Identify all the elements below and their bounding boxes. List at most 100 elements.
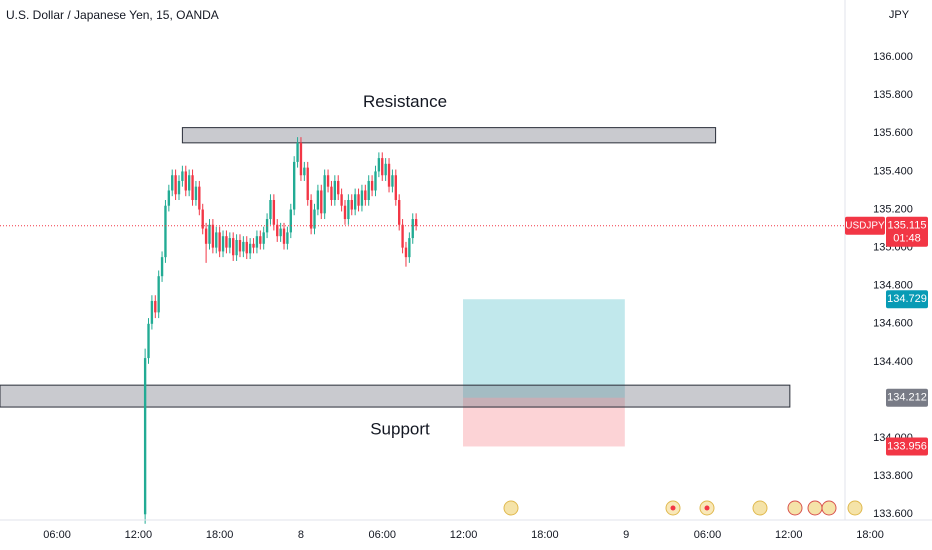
candle-body — [398, 200, 401, 225]
candle-body — [147, 323, 150, 359]
candle-body — [269, 200, 272, 220]
candle-body — [272, 200, 276, 225]
candle-body — [323, 175, 326, 214]
candle-body — [306, 167, 309, 200]
resistance-label: Resistance — [363, 92, 447, 111]
candle-body — [259, 236, 262, 244]
candle-body — [296, 142, 299, 162]
candle-body — [160, 257, 164, 277]
candle-body — [309, 200, 313, 229]
event-icon[interactable] — [821, 500, 837, 516]
candle-body — [286, 232, 289, 244]
candle-body — [374, 171, 377, 191]
y-tick-label: 135.200 — [873, 203, 913, 215]
x-tick-label: 06:00 — [43, 529, 71, 541]
candle-body — [232, 238, 235, 256]
candle-body — [191, 175, 194, 200]
candle-body — [364, 190, 367, 200]
candle-body — [187, 175, 191, 191]
candle-body — [282, 228, 286, 244]
resistance-zone — [181, 127, 717, 144]
candle-body — [262, 232, 265, 244]
candle-body — [408, 238, 411, 258]
candle-body — [143, 358, 147, 515]
zones — [0, 127, 791, 447]
candle-body — [204, 228, 208, 244]
candle-body — [391, 175, 394, 187]
y-tick-label: 136.000 — [873, 51, 913, 63]
event-dot — [704, 505, 710, 511]
candle-body — [333, 180, 337, 200]
candle-body — [377, 158, 381, 172]
y-tick-label: 133.600 — [873, 508, 913, 520]
candle-body — [215, 232, 218, 248]
event-icon[interactable] — [787, 500, 803, 516]
entry-badge — [886, 388, 928, 407]
candle-body — [384, 163, 387, 176]
candle-body — [194, 186, 198, 200]
candle-body — [370, 180, 374, 191]
x-tick-label: 8 — [298, 529, 304, 541]
candle-body — [299, 142, 303, 176]
candle-body — [350, 200, 353, 210]
candle-body — [181, 171, 184, 181]
candle-body — [235, 240, 238, 256]
x-tick-label: 18:00 — [206, 529, 234, 541]
countdown-label: 01:48 — [893, 233, 921, 245]
candle-body — [404, 247, 408, 258]
x-tick-label: 12:00 — [775, 529, 803, 541]
y-tick-label: 134.800 — [873, 280, 913, 292]
candle-body — [208, 224, 211, 244]
candle-body — [245, 241, 248, 254]
candle-body — [221, 236, 225, 252]
candle-body — [381, 158, 384, 176]
candle-body — [242, 241, 245, 252]
candle-body — [184, 171, 187, 191]
y-tick-label: 134.600 — [873, 318, 913, 330]
candle-body — [353, 194, 357, 210]
candle-body — [340, 194, 343, 206]
candles — [0, 137, 845, 524]
event-dot — [670, 505, 676, 511]
candle-body — [411, 219, 414, 239]
event-icon[interactable] — [807, 500, 823, 516]
x-tick-label: 12:00 — [450, 529, 478, 541]
symbol-badge — [845, 216, 885, 235]
candle-body — [320, 190, 323, 214]
stop-label: 133.956 — [887, 440, 927, 452]
event-icons — [503, 500, 863, 516]
x-tick-label: 9 — [623, 529, 629, 541]
price-badge — [886, 216, 928, 247]
x-tick-label: 12:00 — [125, 529, 153, 541]
candle-body — [289, 209, 292, 233]
candle-body — [255, 236, 259, 248]
candle-body — [367, 180, 370, 200]
candle-body — [154, 300, 157, 313]
support-label: Support — [370, 420, 430, 439]
candle-body — [387, 163, 391, 187]
candle-body — [330, 186, 333, 200]
event-icon[interactable] — [752, 500, 768, 516]
candle-body — [174, 175, 177, 195]
chart-title: U.S. Dollar / Japanese Yen, 15, OANDA — [6, 8, 219, 22]
candle-body — [337, 180, 340, 195]
y-tick-label: 133.800 — [873, 470, 913, 482]
x-tick-label: 06:00 — [694, 529, 722, 541]
y-tick-label: 135.800 — [873, 89, 913, 101]
candle-body — [164, 205, 167, 258]
candle-body — [313, 209, 316, 229]
candle-body — [171, 175, 174, 191]
candle-body — [347, 200, 350, 220]
candle-body — [279, 228, 282, 237]
candle-body — [394, 175, 397, 200]
x-tick-label: 18:00 — [531, 529, 559, 541]
event-icon[interactable] — [503, 500, 519, 516]
profit-zone — [463, 299, 625, 398]
candle-body — [303, 167, 306, 176]
event-icon[interactable] — [847, 500, 863, 516]
entry-label: 134.212 — [887, 392, 927, 404]
candle-body — [401, 224, 404, 248]
x-tick-label: 06:00 — [368, 529, 396, 541]
